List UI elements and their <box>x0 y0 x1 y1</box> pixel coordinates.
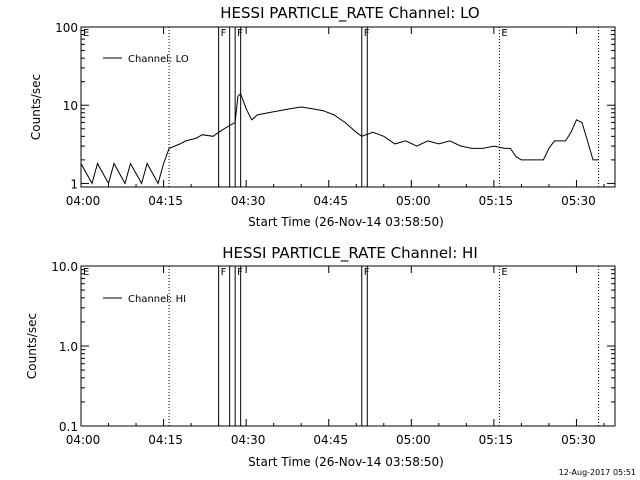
event-marker-label: F <box>221 28 227 39</box>
event-marker-label: F <box>221 267 227 278</box>
event-marker-box <box>361 26 368 188</box>
event-marker-label: E <box>501 267 507 278</box>
event-marker-box <box>218 265 231 427</box>
panel-lo: HESSI PARTICLE_RATE Channel: LO Counts/s… <box>29 4 616 229</box>
event-marker-label: E <box>83 28 89 39</box>
y-tick-label: 100 <box>55 21 78 35</box>
event-marker-label: F <box>237 28 243 39</box>
y-tick-label: 1.0 <box>59 340 78 354</box>
event-marker-box <box>234 26 242 188</box>
x-tick-label: 04:00 <box>66 433 101 447</box>
legend: Channel: LO <box>103 54 189 65</box>
legend: Channel: HI <box>103 294 186 305</box>
series-line <box>80 92 599 185</box>
x-tick-label: 04:30 <box>231 194 266 208</box>
event-marker-box <box>234 265 242 427</box>
x-tick-label: 04:15 <box>148 433 183 447</box>
x-tick-label: 05:30 <box>561 433 596 447</box>
x-tick-label: 05:15 <box>479 194 514 208</box>
event-marker-label: E <box>83 267 89 278</box>
legend-label: Channel: LO <box>128 54 189 65</box>
y-tick-label: 10.0 <box>51 260 78 274</box>
x-axis-label: Start Time (26-Nov-14 03:58:50) <box>248 215 444 229</box>
y-tick-label: 1 <box>70 177 78 191</box>
timestamp-footer: 12-Aug-2017 05:51 <box>559 468 636 477</box>
x-tick-label: 05:30 <box>561 194 596 208</box>
event-marker-label: F <box>237 267 243 278</box>
y-axis-label: Counts/sec <box>25 313 39 379</box>
chart-title: HESSI PARTICLE_RATE Channel: HI <box>222 244 478 263</box>
panel-hi: HESSI PARTICLE_RATE Channel: HI Counts/s… <box>25 244 616 469</box>
x-tick-label: 04:45 <box>313 194 348 208</box>
axis-ticks: 04:00 04:15 04:30 04:45 05:00 05:15 05:30 0.1 1.… <box>51 260 615 447</box>
y-tick-label: 0.1 <box>59 420 78 434</box>
legend-label: Channel: HI <box>128 294 186 305</box>
event-marker-box <box>361 265 368 427</box>
y-tick-label: 10 <box>63 99 78 113</box>
x-tick-label: 04:30 <box>231 433 266 447</box>
event-marker-label: F <box>364 267 370 278</box>
event-marker-box <box>218 26 231 188</box>
plot-frame <box>80 26 616 188</box>
axis-ticks: 04:00 04:15 04:30 04:45 05:00 05:15 05:30 1 10 10… <box>55 21 615 208</box>
x-tick-label: 04:15 <box>148 194 183 208</box>
plot-frame <box>80 265 616 427</box>
x-axis-label: Start Time (26-Nov-14 03:58:50) <box>248 455 444 469</box>
x-tick-label: 04:45 <box>313 433 348 447</box>
x-tick-label: 05:00 <box>396 433 431 447</box>
x-tick-label: 04:00 <box>66 194 101 208</box>
event-marker-label: E <box>501 28 507 39</box>
x-tick-label: 05:15 <box>479 433 514 447</box>
event-marker-label: F <box>364 28 370 39</box>
x-tick-label: 05:00 <box>396 194 431 208</box>
series-group <box>80 92 599 185</box>
chart-title: HESSI PARTICLE_RATE Channel: LO <box>220 4 479 23</box>
y-axis-label: Counts/sec <box>29 74 43 140</box>
